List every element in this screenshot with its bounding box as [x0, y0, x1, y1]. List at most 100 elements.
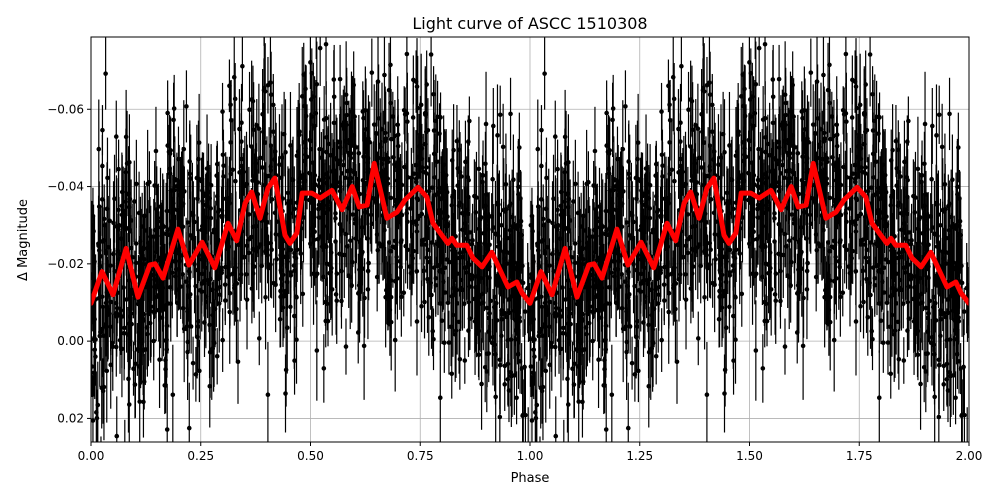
data-point: [366, 287, 371, 292]
data-point: [626, 295, 631, 300]
data-point: [124, 170, 129, 175]
data-point: [913, 195, 918, 200]
data-point: [254, 224, 259, 229]
data-point: [322, 366, 327, 371]
data-point: [446, 301, 451, 306]
data-point: [411, 249, 416, 254]
data-point: [580, 318, 585, 323]
data-point: [838, 240, 843, 245]
data-point: [566, 402, 571, 407]
data-point: [694, 180, 699, 185]
data-point: [534, 403, 539, 408]
data-point: [114, 134, 119, 139]
data-point: [263, 295, 268, 300]
data-point: [616, 193, 621, 198]
data-point: [832, 338, 837, 343]
data-point: [383, 136, 388, 141]
data-point: [709, 197, 714, 202]
data-point: [294, 337, 299, 342]
data-point: [923, 244, 928, 249]
data-point: [162, 383, 167, 388]
data-point: [705, 392, 710, 397]
data-point: [328, 153, 333, 158]
data-point: [508, 228, 513, 233]
data-point: [727, 305, 732, 310]
data-point: [753, 24, 758, 29]
data-point: [646, 384, 651, 389]
data-point: [929, 177, 934, 182]
data-point: [646, 323, 651, 328]
data-point: [188, 176, 193, 181]
data-point: [947, 112, 952, 117]
data-point: [848, 271, 853, 276]
data-point: [847, 206, 852, 211]
data-point: [636, 140, 641, 145]
data-point: [103, 71, 108, 76]
data-point: [734, 153, 739, 158]
data-point: [344, 92, 349, 97]
data-point: [219, 266, 224, 271]
data-point: [723, 289, 728, 294]
data-point: [850, 115, 855, 120]
data-point: [255, 180, 260, 185]
data-point: [434, 192, 439, 197]
data-point: [349, 109, 354, 114]
data-point: [508, 112, 513, 117]
data-point: [586, 180, 591, 185]
data-point: [370, 70, 375, 75]
data-point: [202, 256, 207, 261]
data-point: [361, 154, 366, 159]
data-point: [665, 213, 670, 218]
data-point: [220, 338, 225, 343]
data-point: [830, 114, 835, 119]
data-point: [593, 149, 598, 154]
data-point: [563, 170, 568, 175]
data-point: [187, 426, 192, 431]
data-point: [742, 179, 747, 184]
data-point: [940, 208, 945, 213]
data-point: [100, 128, 105, 133]
data-point: [247, 107, 252, 112]
data-point: [616, 259, 621, 264]
data-point: [877, 395, 882, 400]
data-point: [783, 92, 788, 97]
data-point: [261, 130, 266, 135]
data-point: [492, 295, 497, 300]
data-point: [854, 84, 859, 89]
data-point: [553, 134, 558, 139]
data-point: [761, 366, 766, 371]
data-point: [100, 197, 105, 202]
data-point: [666, 84, 671, 89]
data-point: [362, 344, 367, 349]
data-point: [148, 321, 153, 326]
data-point: [767, 153, 772, 158]
data-point: [122, 331, 127, 336]
data-point: [850, 249, 855, 254]
data-point: [226, 213, 231, 218]
data-point: [127, 402, 132, 407]
data-point: [97, 248, 102, 253]
data-point: [937, 415, 942, 420]
data-point: [641, 256, 646, 261]
data-point: [832, 246, 837, 251]
data-point: [360, 109, 365, 114]
data-point: [845, 175, 850, 180]
data-point: [654, 194, 659, 199]
data-point: [477, 352, 482, 357]
data-point: [731, 314, 736, 319]
data-point: [653, 287, 658, 292]
data-point: [791, 144, 796, 149]
data-point: [415, 84, 420, 89]
data-point: [632, 284, 637, 289]
data-point: [926, 311, 931, 316]
data-point: [207, 384, 212, 389]
data-point: [539, 197, 544, 202]
data-point: [269, 247, 274, 252]
data-point: [764, 302, 769, 307]
data-point: [558, 236, 563, 241]
data-point: [501, 208, 506, 213]
data-point: [114, 312, 119, 317]
data-point: [427, 260, 432, 265]
data-point: [850, 220, 855, 225]
